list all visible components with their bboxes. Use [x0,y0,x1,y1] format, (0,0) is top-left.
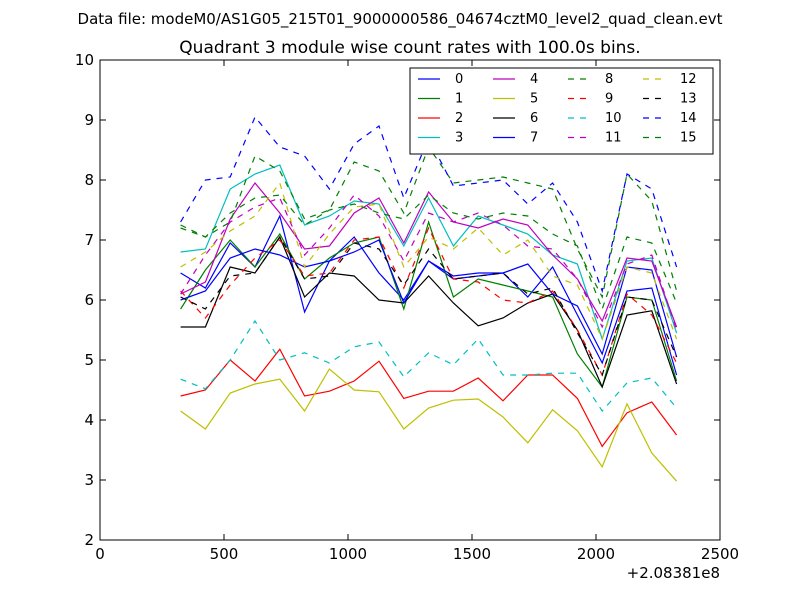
x-tick-label: 0 [95,545,105,563]
legend-label-6: 6 [530,111,538,126]
y-tick-label: 10 [75,51,94,69]
legend-label-4: 4 [530,72,538,87]
legend-label-11: 11 [605,131,622,146]
figure-suptitle: Data file: modeM0/AS1G05_215T01_90000005… [78,10,723,29]
chart-title: Quadrant 3 module wise count rates with … [179,38,640,58]
y-tick-label: 7 [84,231,94,249]
y-tick-label: 5 [84,351,94,369]
series-line-5 [180,368,678,482]
legend-label-5: 5 [530,92,538,107]
x-tick-label: 1500 [453,545,491,563]
legend-label-2: 2 [455,111,463,126]
legend-label-14: 14 [680,111,697,126]
legend-label-12: 12 [680,72,697,87]
y-tick-label: 4 [84,411,94,429]
legend-label-9: 9 [605,92,613,107]
legend-label-7: 7 [530,131,538,146]
series-line-1 [180,219,678,389]
series-layer [180,115,678,482]
series-line-9 [180,226,678,377]
x-tick-label: 2500 [701,545,739,563]
legend-box [409,67,714,155]
legend-label-0: 0 [455,72,463,87]
legend-label-3: 3 [455,131,463,146]
legend-label-1: 1 [455,92,463,107]
series-line-12 [180,181,678,341]
legend-label-13: 13 [680,92,697,107]
series-line-15 [180,194,678,311]
series-line-11 [180,194,678,331]
y-tick-label: 8 [84,171,94,189]
x-tick-label: 1000 [329,545,367,563]
x-offset-label: +2.08381e8 [627,564,720,582]
series-line-13 [180,235,678,377]
legend-label-10: 10 [605,111,622,126]
series-line-4 [180,182,678,328]
x-tick-label: 500 [210,545,239,563]
series-line-7 [180,239,678,358]
legend-label-15: 15 [680,131,697,146]
y-tick-label: 3 [84,471,94,489]
series-line-10 [180,319,678,412]
y-tick-label: 2 [84,531,94,549]
y-tick-label: 9 [84,111,94,129]
x-tick-label: 2000 [577,545,615,563]
series-line-3 [180,164,678,341]
legend-label-8: 8 [605,72,613,87]
series-line-2 [180,348,678,448]
y-tick-label: 6 [84,291,94,309]
